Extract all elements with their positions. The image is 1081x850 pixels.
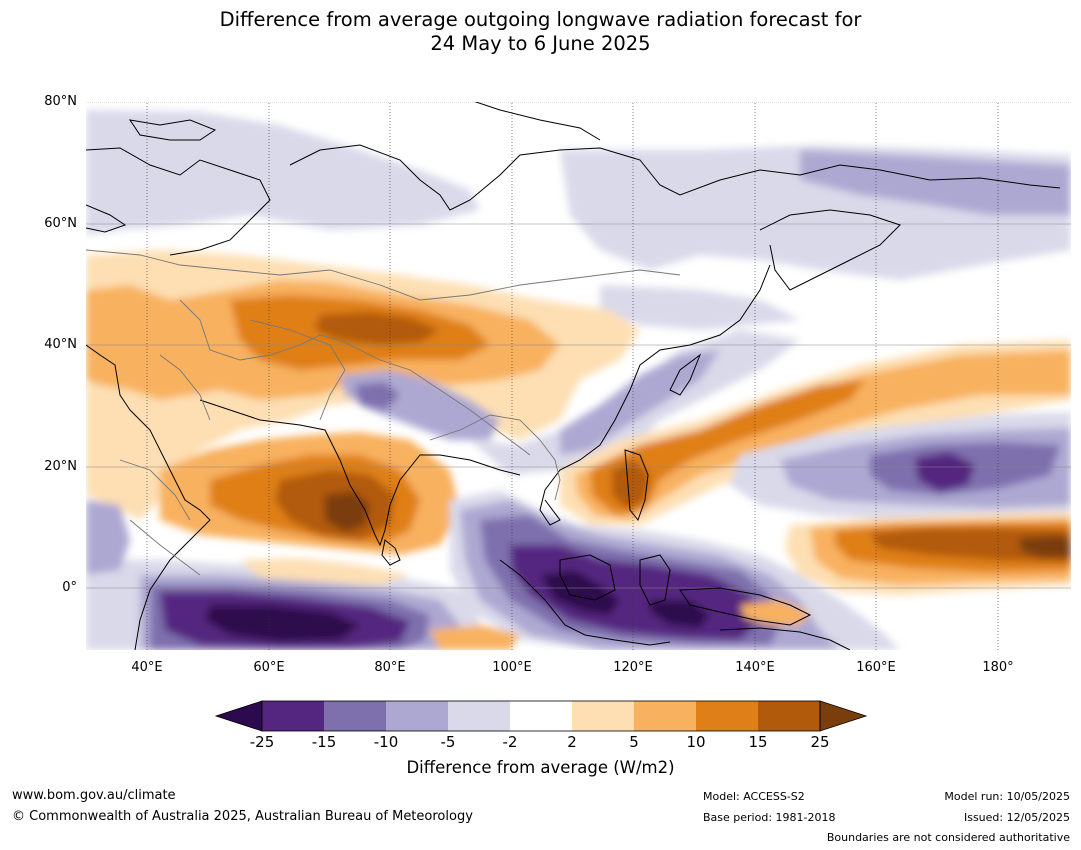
coastline: [539, 264, 771, 526]
anomaly-region: [430, 625, 520, 650]
coastline: [719, 627, 851, 650]
anomaly-region: [325, 492, 370, 532]
coastline: [86, 204, 127, 233]
lat-label-20n: 20°N: [44, 459, 77, 474]
coastline: [759, 209, 901, 291]
coastline: [559, 554, 616, 601]
anomaly-region: [355, 382, 400, 410]
anomaly-region: [612, 460, 650, 510]
anomaly-region: [650, 600, 710, 628]
lon-label-40e: 40°E: [131, 660, 163, 675]
anomaly-region: [540, 570, 620, 615]
title-line-1: Difference from average outgoing longwav…: [219, 8, 862, 31]
model-text: Model: ACCESS-S2: [703, 790, 805, 803]
colorbar: [214, 700, 868, 732]
olr-anomaly-map: [86, 102, 1071, 650]
colorbar-segment: [572, 701, 634, 731]
lat-gridlines: [86, 102, 1071, 589]
coastline: [381, 539, 401, 566]
coastline: [474, 102, 601, 141]
colorbar-tick: 15: [748, 733, 768, 751]
border: [429, 414, 561, 501]
coastline: [86, 344, 211, 650]
colorbar-tick: 25: [810, 733, 830, 751]
border: [159, 354, 211, 421]
lon-gridlines: [146, 102, 999, 650]
coastline: [499, 559, 671, 646]
lon-label-80e: 80°E: [374, 660, 406, 675]
lon-label-60e: 60°E: [253, 660, 285, 675]
lat-label-80n: 80°N: [44, 94, 77, 109]
coastlines: [86, 102, 1061, 650]
anomaly-region: [870, 528, 1071, 562]
colorbar-tick: -5: [440, 733, 456, 751]
lon-label-140e: 140°E: [735, 660, 775, 675]
colorbar-segment: [758, 701, 820, 731]
anomaly-region: [560, 350, 720, 455]
coastline: [289, 144, 1061, 211]
colorbar-tick: -15: [311, 733, 337, 751]
colorbar-tick: 2: [567, 733, 577, 751]
colorbar-segment: [634, 701, 696, 731]
colorbar-extend-low: [214, 700, 263, 732]
coastline: [639, 554, 671, 606]
coastline: [624, 449, 649, 522]
border: [86, 249, 681, 301]
anomaly-region: [800, 150, 1071, 215]
title-line-2: 24 May to 6 June 2025: [430, 32, 651, 55]
coastline: [128, 119, 217, 141]
anomaly-region: [205, 605, 360, 642]
anomaly-fields: [86, 110, 1071, 650]
anomaly-region: [240, 558, 410, 585]
chart-title: Difference from average outgoing longwav…: [0, 8, 1081, 56]
colorbar-tick: 5: [629, 733, 639, 751]
coastline: [679, 587, 812, 626]
lat-label-0: 0°: [62, 580, 77, 595]
colorbar-tick: -25: [249, 733, 275, 751]
border: [119, 459, 191, 521]
colorbar-segment: [324, 701, 386, 731]
colorbar-segment: [386, 701, 448, 731]
lon-label-180: 180°: [982, 660, 1014, 675]
issued-text: Issued: 12/05/2025: [963, 811, 1070, 824]
colorbar-segment: [262, 701, 324, 731]
colorbar-segment: [696, 701, 758, 731]
gridlines: [86, 102, 1071, 650]
anomaly-region: [86, 500, 130, 575]
lon-label-120e: 120°E: [613, 660, 653, 675]
coastline: [86, 147, 271, 256]
anomaly-region: [1020, 535, 1071, 558]
disclaimer-text: Boundaries are not considered authoritat…: [826, 831, 1070, 844]
base-period-text: Base period: 1981-2018: [703, 811, 836, 824]
anomaly-region: [600, 285, 800, 330]
anomaly-region: [86, 110, 480, 235]
border: [129, 519, 201, 576]
colorbar-segment: [448, 701, 510, 731]
border: [179, 299, 531, 456]
colorbar-tick: -2: [502, 733, 518, 751]
colorbar-label: Difference from average (W/m2): [406, 758, 675, 777]
lon-label-100e: 100°E: [492, 660, 532, 675]
coastline: [669, 353, 702, 396]
anomaly-region: [590, 380, 865, 515]
coastline: [199, 399, 521, 547]
colorbar-extend-high: [819, 700, 868, 732]
anomaly-region: [315, 312, 440, 345]
model-run-text: Model run: 10/05/2025: [944, 790, 1070, 803]
website-link[interactable]: www.bom.gov.au/climate: [12, 788, 176, 803]
colorbar-tick: 10: [686, 733, 706, 751]
anomaly-region: [915, 452, 975, 492]
lon-label-160e: 160°E: [856, 660, 896, 675]
anomaly-region: [575, 350, 1071, 520]
copyright-text: © Commonwealth of Australia 2025, Austra…: [12, 809, 473, 824]
lat-label-40n: 40°N: [44, 337, 77, 352]
country-borders: [86, 249, 681, 576]
colorbar-segment: [510, 701, 572, 731]
lat-label-60n: 60°N: [44, 216, 77, 231]
colorbar-tick: -10: [373, 733, 399, 751]
border: [249, 319, 346, 421]
